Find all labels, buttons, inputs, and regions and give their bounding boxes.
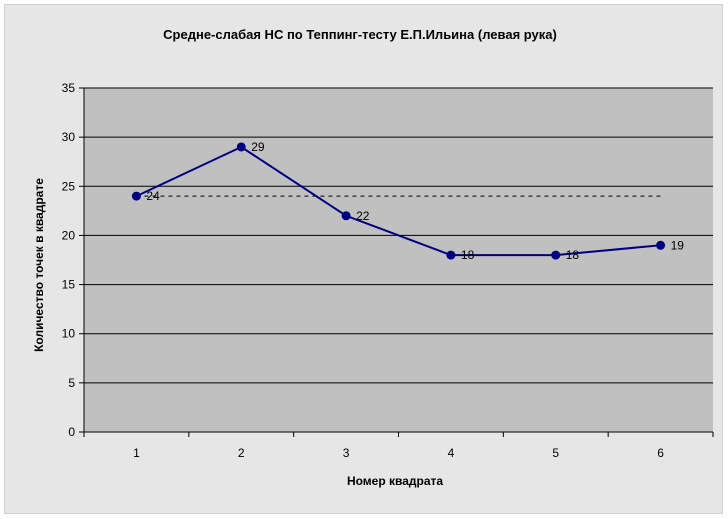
data-point: [236, 142, 246, 152]
x-tick-label: 3: [343, 446, 350, 460]
x-tick-label: 1: [133, 446, 140, 460]
data-point: [551, 250, 561, 260]
data-label: 18: [461, 248, 475, 262]
data-label: 18: [566, 248, 580, 262]
y-tick-label: 20: [62, 228, 76, 242]
data-label: 19: [671, 238, 685, 252]
axes: 0 5 10 15 20 25 30 35 1 2 3 4 5 6: [62, 81, 714, 460]
x-tick-label: 6: [657, 446, 664, 460]
x-tick-label: 4: [448, 446, 455, 460]
data-point: [131, 191, 141, 201]
x-axis-title: Номер квадрата: [347, 474, 443, 488]
y-axis-title: Количество точек в квадрате: [32, 178, 46, 352]
data-point: [656, 240, 666, 250]
plot-area: [84, 88, 713, 432]
chart-area: Средне-слабая НС по Теппинг-тесту Е.П.Ил…: [4, 4, 723, 514]
y-tick-label: 25: [62, 179, 76, 193]
y-tick-label: 35: [62, 81, 76, 95]
data-point: [446, 250, 456, 260]
y-tick-label: 0: [68, 425, 75, 439]
series-line: [135, 145, 661, 257]
data-label: 22: [356, 209, 370, 223]
data-label: 24: [146, 189, 160, 203]
y-tick-label: 30: [62, 130, 76, 144]
x-tick-label: 2: [238, 446, 245, 460]
y-tick-label: 10: [62, 327, 76, 341]
data-label: 29: [251, 140, 265, 154]
y-tick-label: 15: [62, 278, 76, 292]
series: [131, 142, 666, 260]
line-chart: Средне-слабая НС по Теппинг-тесту Е.П.Ил…: [32, 27, 714, 488]
y-tick-label: 5: [68, 376, 75, 390]
data-point: [341, 211, 351, 221]
x-tick-label: 5: [552, 446, 559, 460]
data-labels: 24 29 22 18 18 19: [146, 140, 684, 262]
gridlines: [84, 87, 713, 384]
chart-title: Средне-слабая НС по Теппинг-тесту Е.П.Ил…: [163, 27, 557, 42]
